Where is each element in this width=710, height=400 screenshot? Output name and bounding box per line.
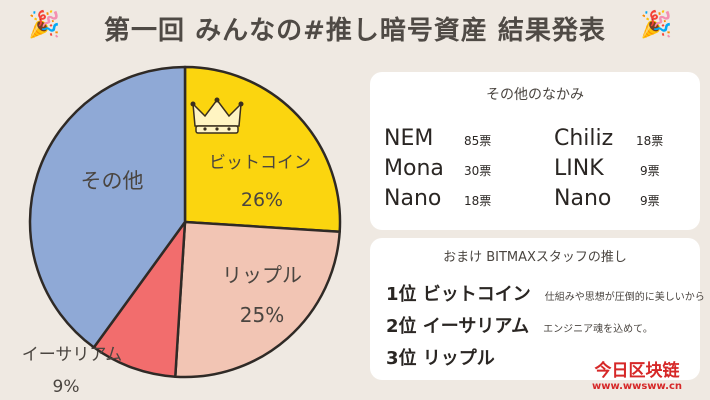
crown-icon [190,97,244,134]
slice-label-ripple: リップル [222,263,302,287]
slice-value-bitcoin: 26% [241,189,283,211]
page-title: 第一回 みんなの#推し暗号資産 結果発表 [104,16,606,46]
staff-card: おまけ BITMAXスタッフの推し 1位 ビットコイン 仕組みや思想が圧倒的に美し… [370,238,705,380]
staff-rank: 2位 イーサリアム エンジニア魂を込めて。 [386,316,653,337]
slice-label-other: その他 [81,169,144,193]
pie-slice-ethereum [92,220,187,378]
staff-title: おまけ BITMAXスタッフの推し [443,250,627,265]
slice-label-ethereum: イーサリアム [22,345,122,365]
staff-rank: 3位 リップル [386,348,495,369]
staff-rank: 1位 ビットコイン 仕組みや思想が圧倒的に美しいから [386,284,705,305]
watermark: 今日区块链 www.wwsww.cn [592,361,682,392]
pie-slice-ripple [174,220,341,379]
others-card: その他のなかみ NEM 85票 Mona 30票 Nano 18票 Chiliz… [370,72,700,230]
party-popper-icon: 🎉 [640,10,673,40]
slice-value-ripple: 25% [240,303,284,327]
party-popper-icon: 🎉 [28,10,61,40]
others-title: その他のなかみ [486,87,584,103]
pie-chart: ビットコイン 26% リップル 25% その他 イーサリアム 9% [22,65,342,397]
slice-label-bitcoin: ビットコイン [209,153,311,173]
slice-value-ethereum: 9% [53,377,80,397]
pie-slice-other [28,65,187,349]
